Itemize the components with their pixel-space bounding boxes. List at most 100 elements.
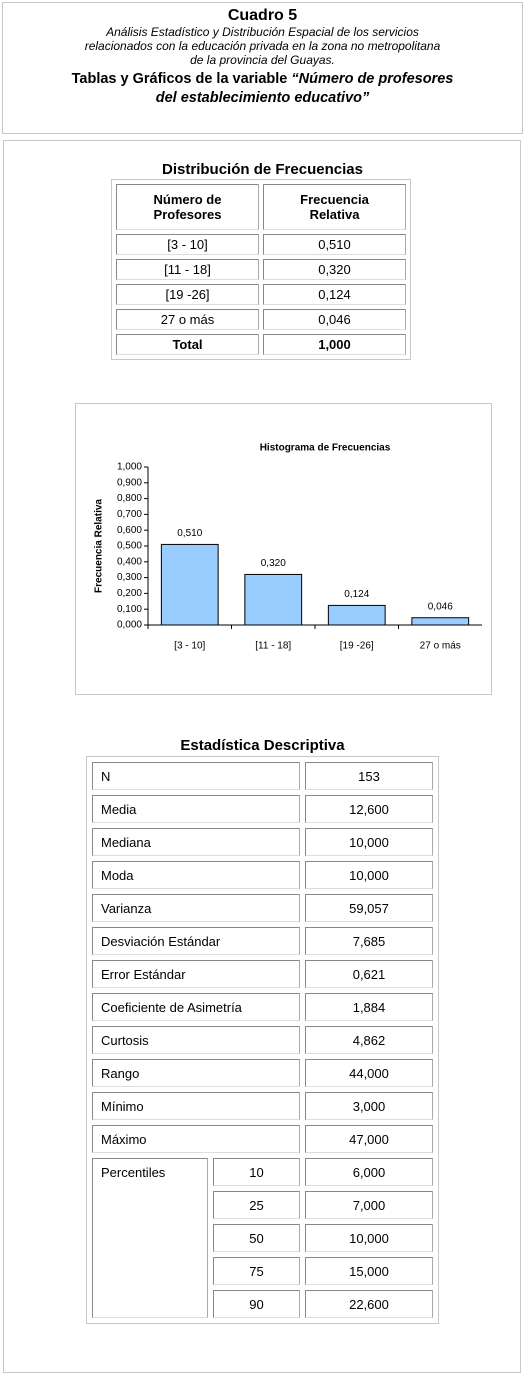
stat-label: Moda xyxy=(92,861,300,889)
percentile-row: 75 15,000 xyxy=(92,1257,433,1285)
chart-box: Histograma de Frecuencias Frecuencia Rela… xyxy=(75,403,492,695)
percentile-row: Percentiles 10 6,000 xyxy=(92,1158,433,1318)
row: [3 - 10] 0,510 xyxy=(116,234,406,255)
percentile-value: 22,600 xyxy=(305,1290,433,1318)
subtitle-line: de la provincia del Guayas. xyxy=(190,53,335,67)
y-tick-label: 0,300 xyxy=(117,572,142,583)
stat-value: 0,621 xyxy=(305,960,433,988)
subtitle: Análisis Estadístico y Distribución Espa… xyxy=(3,25,522,67)
chart: Histograma de Frecuencias Frecuencia Rela… xyxy=(94,443,482,652)
title: Cuadro 5 xyxy=(227,7,298,24)
percentile-value: 7,000 xyxy=(305,1191,433,1219)
total-row: Total 1,000 xyxy=(116,334,406,355)
stat-value: 1,884 xyxy=(305,993,433,1021)
value-label: 0,046 xyxy=(428,601,453,612)
row: Moda 10,000 xyxy=(92,861,433,889)
row: Curtosis 4,862 xyxy=(92,1026,433,1054)
subtitle-line: relacionados con la educación privada en… xyxy=(84,39,441,53)
column-header: Frecuencia Relativa xyxy=(263,184,406,230)
column-header: Número de Profesores xyxy=(116,184,259,230)
y-tick-label: 0,500 xyxy=(117,541,142,552)
row: Media 12,600 xyxy=(92,795,433,823)
percentile-row: 50 10,000 xyxy=(92,1224,433,1252)
stat-label: N xyxy=(92,762,300,790)
stat-label: Desviación Estándar xyxy=(92,927,300,955)
stat-value: 153 xyxy=(305,762,433,790)
stat-label: Mínimo xyxy=(92,1092,300,1120)
y-tick-label: 0,700 xyxy=(117,509,142,520)
value-label: 0,320 xyxy=(261,558,286,569)
stat-value: 10,000 xyxy=(305,828,433,856)
stat-label: Error Estándar xyxy=(92,960,300,988)
row: Error Estándar 0,621 xyxy=(92,960,433,988)
percentile-key: 50 xyxy=(213,1224,300,1252)
header-box: Cuadro 5 Análisis Estadístico y Distribu… xyxy=(2,2,523,134)
stats-table: N 153 Media 12,600 Mediana 10,000 Moda 10,000 Va… xyxy=(86,756,439,1324)
total-cell: 1,000 xyxy=(263,334,406,355)
row: [19 -26] 0,124 xyxy=(116,284,406,305)
cell: 0,510 xyxy=(263,234,406,255)
subtitle-line: Análisis Estadístico y Distribución Espa… xyxy=(106,25,419,39)
row: Mediana 10,000 xyxy=(92,828,433,856)
y-tick-label: 1,000 xyxy=(117,462,142,473)
x-tick-label: 27 o más xyxy=(420,641,461,652)
stat-label: Varianza xyxy=(92,894,300,922)
y-tick-label: 0,900 xyxy=(117,477,142,488)
percentile-key: 75 xyxy=(213,1257,300,1285)
cell: 27 o más xyxy=(116,309,259,330)
stat-value: 7,685 xyxy=(305,927,433,955)
total-cell: Total xyxy=(116,334,259,355)
percentile-value: 10,000 xyxy=(305,1224,433,1252)
y-tick-label: 0,600 xyxy=(117,525,142,536)
percentile-key: 25 xyxy=(213,1191,300,1219)
stat-value: 4,862 xyxy=(305,1026,433,1054)
header-row: Número de Profesores Frecuencia Relativa xyxy=(116,184,406,230)
y-tick-label: 0,100 xyxy=(117,604,142,615)
percentile-value: 6,000 xyxy=(305,1158,433,1186)
y-tick-label: 0,200 xyxy=(117,588,142,599)
stat-value: 59,057 xyxy=(305,894,433,922)
stat-label: Media xyxy=(92,795,300,823)
cell: [11 - 18] xyxy=(116,259,259,280)
cell: 0,124 xyxy=(263,284,406,305)
stat-label: Curtosis xyxy=(92,1026,300,1054)
heading-text: Tablas y Gráficos de la variable xyxy=(71,71,292,87)
x-tick-label: [11 - 18] xyxy=(255,641,291,652)
stat-value: 47,000 xyxy=(305,1125,433,1153)
bar xyxy=(327,604,386,626)
x-tick-label: [19 -26] xyxy=(340,641,374,652)
heading-quote: “Número de profesores del establecimient… xyxy=(155,71,454,106)
value-label: 0,510 xyxy=(177,528,202,539)
heading: Tablas y Gráficos de la variable “Número… xyxy=(3,70,522,108)
percentile-row: 90 22,600 xyxy=(92,1290,433,1318)
freq-table: Número de Profesores Frecuencia Relativa[… xyxy=(111,179,411,360)
freq-title: Distribución de Frecuencias xyxy=(162,161,363,178)
row: Varianza 59,057 xyxy=(92,894,433,922)
stat-value: 12,600 xyxy=(305,795,433,823)
y-tick-label: 0,400 xyxy=(117,556,142,567)
stats-title: Estadística Descriptiva xyxy=(180,737,345,754)
cell: 0,046 xyxy=(263,309,406,330)
y-tick-label: 0,000 xyxy=(117,620,142,631)
cell: [3 - 10] xyxy=(116,234,259,255)
row: N 153 xyxy=(92,762,433,790)
stat-label: Rango xyxy=(92,1059,300,1087)
chart-title: Histograma de Frecuencias xyxy=(260,443,391,454)
row: Coeficiente de Asimetría 1,884 xyxy=(92,993,433,1021)
stat-value: 3,000 xyxy=(305,1092,433,1120)
percentile-key: 10 xyxy=(213,1158,300,1186)
bar xyxy=(244,573,303,626)
stat-label: Coeficiente de Asimetría xyxy=(92,993,300,1021)
row: Mínimo 3,000 xyxy=(92,1092,433,1120)
y-axis-label: Frecuencia Relativa xyxy=(94,499,105,593)
percentile-key: 90 xyxy=(213,1290,300,1318)
row: Rango 44,000 xyxy=(92,1059,433,1087)
row: Máximo 47,000 xyxy=(92,1125,433,1153)
stat-value: 10,000 xyxy=(305,861,433,889)
row: 27 o más 0,046 xyxy=(116,309,406,330)
value-label: 0,124 xyxy=(344,589,369,600)
y-tick-label: 0,800 xyxy=(117,493,142,504)
percentile-row: 25 7,000 xyxy=(92,1191,433,1219)
stat-label: Mediana xyxy=(92,828,300,856)
